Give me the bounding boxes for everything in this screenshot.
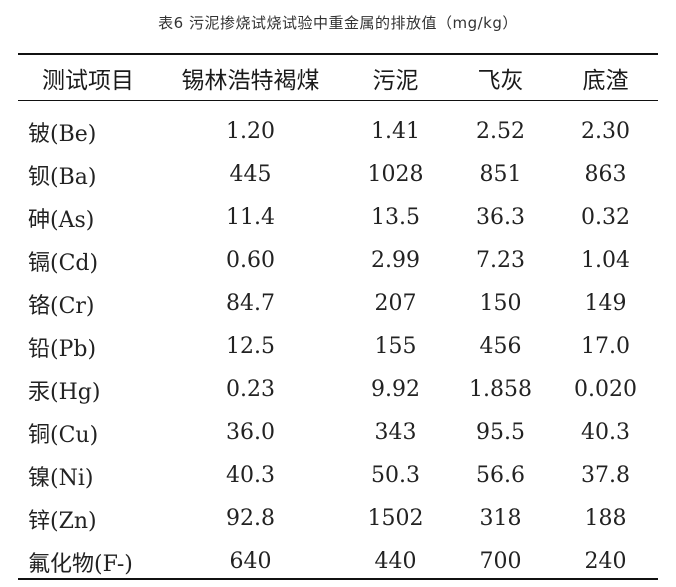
header-rule (18, 100, 658, 101)
table-cell: 40.3 (581, 420, 630, 445)
table-cell: 0.020 (574, 377, 637, 402)
table-cell: 9.92 (371, 377, 420, 402)
table-cell: 343 (374, 420, 417, 445)
table-row: 铜(Cu) 36.0 343 95.5 40.3 (18, 411, 658, 454)
table-cell: 0.23 (226, 377, 275, 402)
row-label: 汞(Hg) (28, 379, 101, 405)
table-cell: 11.4 (226, 205, 275, 230)
table-cell: 150 (479, 291, 522, 316)
table-cell: 851 (479, 162, 522, 187)
table-row: 汞(Hg) 0.23 9.92 1.858 0.020 (18, 368, 658, 411)
header-lignite: 锡林浩特褐煤 (181, 67, 320, 94)
table-cell: 36.0 (226, 420, 275, 445)
table-cell: 240 (584, 549, 627, 574)
table-cell: 863 (584, 162, 627, 187)
table-row: 镉(Cd) 0.60 2.99 7.23 1.04 (18, 239, 658, 282)
table-cell: 456 (479, 334, 522, 359)
header-row: 测试项目 锡林浩特褐煤 污泥 飞灰 底渣 (18, 55, 658, 100)
table-cell: 207 (374, 291, 417, 316)
table-cell: 700 (479, 549, 522, 574)
table-row: 氟化物(F-) 640 440 700 240 (18, 540, 658, 583)
table-row: 钡(Ba) 445 1028 851 863 (18, 153, 658, 196)
table-cell: 0.32 (581, 205, 630, 230)
table-row: 铬(Cr) 84.7 207 150 149 (18, 282, 658, 325)
header-sludge: 污泥 (372, 67, 419, 94)
row-label: 镍(Ni) (28, 465, 94, 491)
table-cell: 12.5 (226, 334, 275, 359)
table-cell: 1.858 (469, 377, 532, 402)
row-label: 铬(Cr) (28, 293, 95, 319)
table-cell: 445 (229, 162, 272, 187)
table-cell: 95.5 (476, 420, 525, 445)
table-cell: 37.8 (581, 463, 630, 488)
table-cell: 188 (584, 506, 627, 531)
table-row: 镍(Ni) 40.3 50.3 56.6 37.8 (18, 454, 658, 497)
row-label: 氟化物(F-) (28, 551, 133, 577)
table-row: 砷(As) 11.4 13.5 36.3 0.32 (18, 196, 658, 239)
table-cell: 2.99 (371, 248, 420, 273)
row-label: 铅(Pb) (28, 336, 97, 362)
header-fly-ash: 飞灰 (477, 67, 524, 94)
row-label: 锌(Zn) (28, 508, 97, 534)
table-caption: 表6 污泥掺烧试烧试验中重金属的排放值（mg/kg） (158, 14, 518, 32)
row-label: 砷(As) (28, 207, 95, 233)
table-cell: 640 (229, 549, 272, 574)
table-cell: 318 (479, 506, 522, 531)
table-cell: 149 (584, 291, 627, 316)
table-cell: 1028 (367, 162, 424, 187)
header-bottom-slag: 底渣 (582, 67, 629, 94)
table-cell: 56.6 (476, 463, 525, 488)
row-label: 镉(Cd) (28, 250, 99, 276)
table-row: 锌(Zn) 92.8 1502 318 188 (18, 497, 658, 540)
table-cell: 0.60 (226, 248, 275, 273)
bottom-rule (18, 578, 658, 580)
header-test-item: 测试项目 (42, 67, 134, 94)
table-cell: 92.8 (226, 506, 275, 531)
table-cell: 40.3 (226, 463, 275, 488)
row-label: 钡(Ba) (28, 164, 97, 190)
spacer (18, 100, 658, 110)
table-cell: 84.7 (226, 291, 275, 316)
table-cell: 13.5 (371, 205, 420, 230)
table-cell: 7.23 (476, 248, 525, 273)
table-cell: 1.20 (226, 119, 275, 144)
table-cell: 440 (374, 549, 417, 574)
table-cell: 17.0 (581, 334, 630, 359)
emission-table: 测试项目 锡林浩特褐煤 污泥 飞灰 底渣 铍(Be) 1.20 1.41 2.5… (18, 55, 658, 583)
table-row: 铅(Pb) 12.5 155 456 17.0 (18, 325, 658, 368)
table-cell: 1502 (367, 506, 424, 531)
table-row: 铍(Be) 1.20 1.41 2.52 2.30 (18, 110, 658, 153)
row-label: 铜(Cu) (28, 422, 99, 448)
top-rule (18, 53, 658, 55)
table-cell: 2.30 (581, 119, 630, 144)
table-cell: 50.3 (371, 463, 420, 488)
table-cell: 2.52 (476, 119, 525, 144)
table-cell: 1.04 (581, 248, 630, 273)
table-cell: 36.3 (476, 205, 525, 230)
table-cell: 1.41 (371, 119, 420, 144)
table-cell: 155 (374, 334, 417, 359)
row-label: 铍(Be) (28, 121, 97, 147)
